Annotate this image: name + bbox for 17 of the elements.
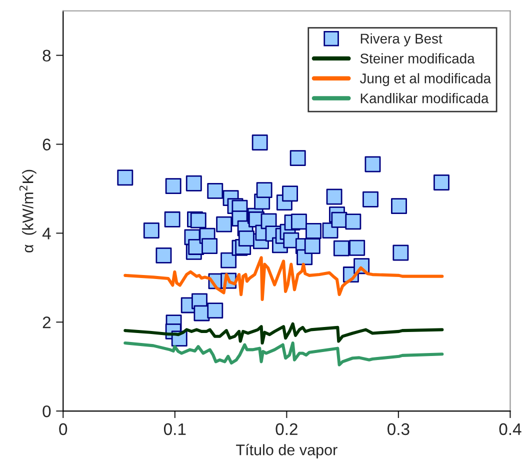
x-tick-label: 0.2 [276,423,298,436]
y-tick-label: 6 [42,138,51,150]
x-tick-label: 0 [59,423,68,436]
y-axis-title: α (kW/m$^{2}$K) [19,170,36,252]
y-tick-label: 2 [42,316,50,328]
legend-label: Steiner modificada [360,53,475,64]
legend-label: Kandlikar modificada [360,93,489,104]
x-axis-title: Título de vapor [236,444,338,458]
line-series [124,322,444,345]
y-tick-label: 0 [42,405,51,418]
x-tick-label: 0.4 [499,423,522,436]
x-tick-label: 0.1 [164,423,186,436]
legend-label: Jung et al modificada [360,73,492,86]
y-tick-label: 8 [42,50,51,62]
y-tick-label: 4 [42,228,51,240]
legend-label: Rivera y Best [360,33,442,46]
x-tick-label: 0.3 [388,423,410,436]
